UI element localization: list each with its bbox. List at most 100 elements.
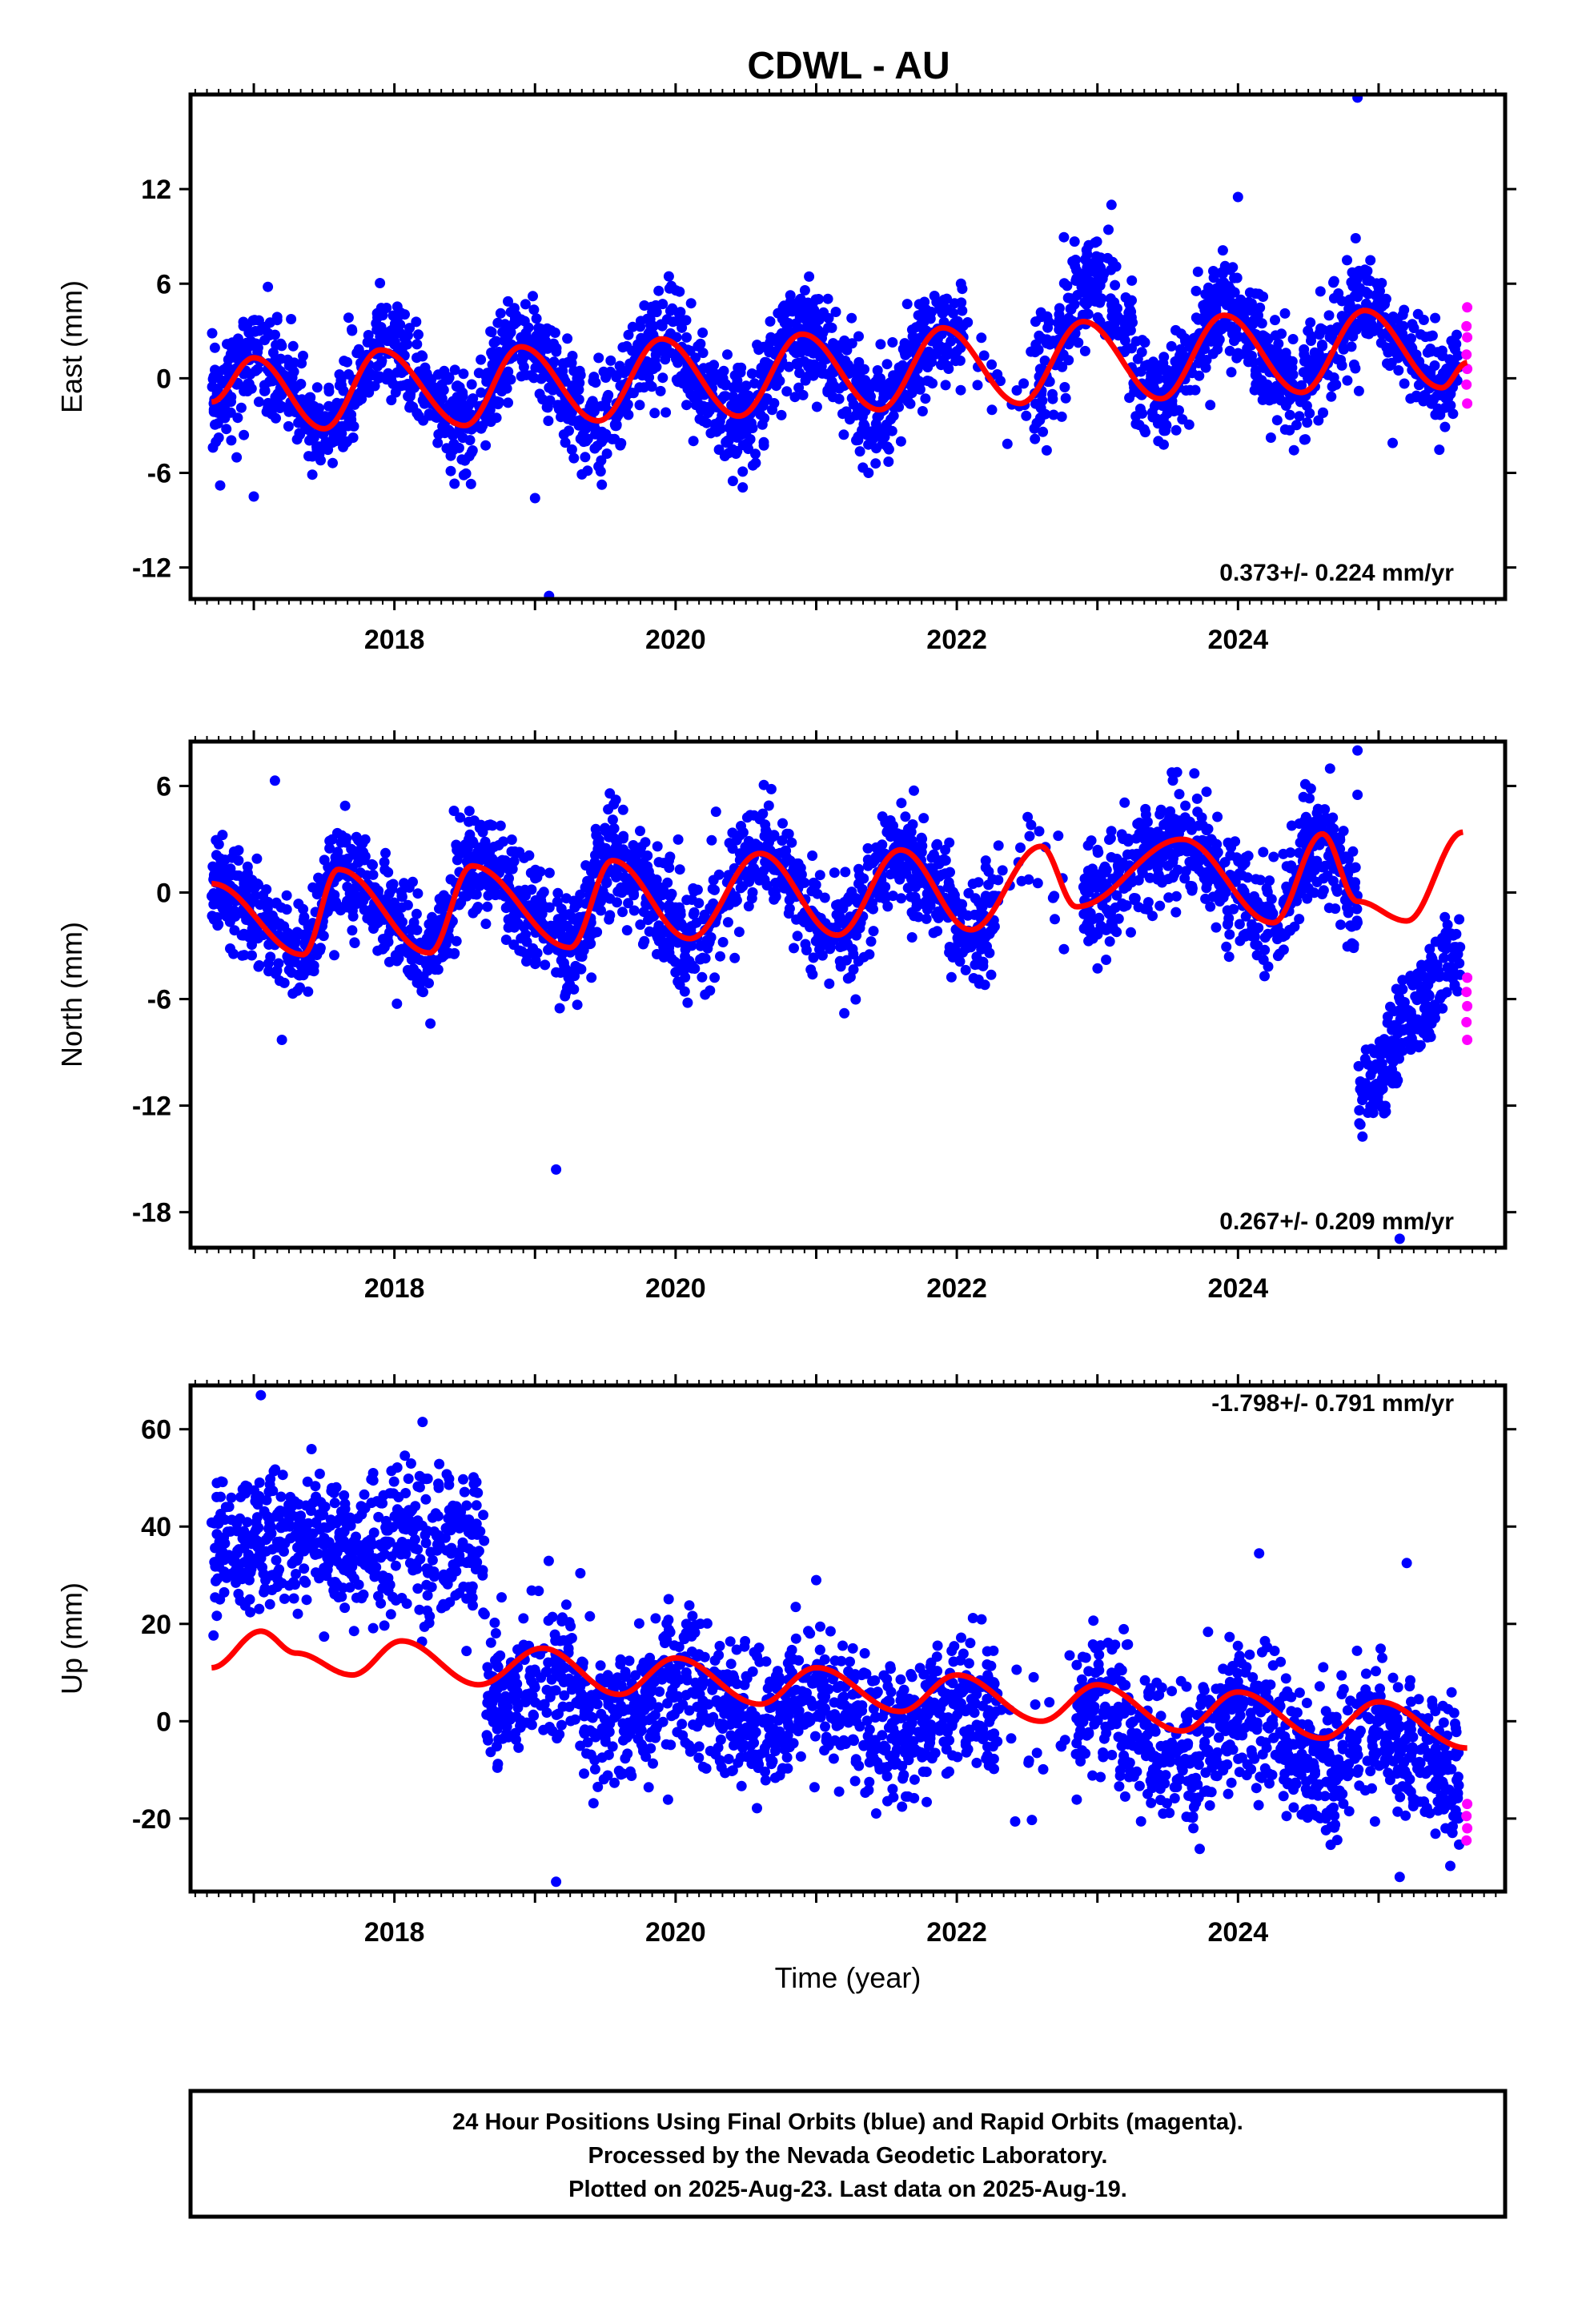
data-point (1110, 279, 1121, 291)
data-point (466, 887, 477, 898)
data-point (760, 819, 771, 830)
data-point (635, 919, 646, 931)
y-axis-label: East (mm) (55, 280, 88, 413)
data-point (304, 392, 315, 404)
data-point (271, 312, 283, 323)
data-point (582, 465, 593, 476)
data-point (493, 347, 504, 357)
data-point (1207, 348, 1219, 360)
data-point (1093, 280, 1104, 292)
data-point (1300, 434, 1311, 445)
data-point (1204, 291, 1215, 302)
data-point (534, 388, 545, 400)
y-tick-label: 12 (141, 175, 171, 205)
data-point (210, 419, 220, 430)
data-point (283, 420, 294, 432)
data-point (379, 864, 391, 875)
data-point (1284, 424, 1295, 436)
data-point (339, 437, 351, 448)
data-point (556, 923, 567, 934)
data-point (498, 836, 509, 847)
data-point (207, 442, 219, 453)
data-point (1338, 343, 1349, 353)
data-point (218, 410, 228, 421)
data-point (1153, 869, 1164, 880)
data-point (1224, 929, 1235, 940)
data-point (1259, 331, 1270, 342)
data-point (532, 947, 543, 959)
data-point (789, 345, 800, 356)
data-point (1298, 367, 1309, 378)
data-point (604, 788, 616, 799)
data-point (674, 864, 685, 875)
data-point (774, 376, 785, 387)
data-point (1373, 287, 1384, 298)
data-point (954, 956, 966, 967)
data-point (1384, 360, 1395, 372)
data-point (917, 834, 928, 845)
data-point (1439, 421, 1451, 432)
data-point (507, 863, 518, 875)
data-point (887, 891, 898, 902)
data-point (665, 305, 676, 316)
data-point (656, 890, 668, 901)
data-point (1223, 951, 1235, 963)
data-point (651, 929, 662, 940)
data-point (361, 870, 372, 881)
data-point (520, 884, 531, 895)
data-point (1313, 415, 1324, 426)
x-tick-label: 2020 (645, 625, 706, 655)
data-point (653, 857, 665, 868)
data-point (689, 886, 700, 897)
data-point (207, 328, 218, 339)
data-point (928, 927, 939, 939)
data-point (548, 384, 559, 396)
data-point (375, 331, 386, 342)
data-point (393, 380, 404, 392)
data-point (408, 401, 419, 412)
data-point (1031, 417, 1042, 428)
data-point (1343, 304, 1355, 314)
data-point (422, 965, 433, 976)
data-point (710, 806, 721, 818)
data-point (673, 308, 685, 319)
outlier-point (1352, 94, 1363, 103)
data-point (777, 835, 788, 846)
data-point (761, 827, 773, 838)
data-point (1041, 444, 1052, 456)
data-point (948, 308, 958, 319)
data-point (927, 862, 938, 874)
data-point (1271, 415, 1283, 426)
data-point (1081, 255, 1092, 267)
data-point (1305, 317, 1316, 328)
data-point (616, 438, 627, 448)
data-point (462, 838, 473, 850)
data-point (834, 911, 845, 923)
data-point (888, 410, 899, 421)
data-point (249, 883, 260, 895)
data-point (727, 843, 738, 854)
data-point (427, 911, 438, 923)
data-point (966, 942, 977, 953)
data-point (214, 366, 225, 377)
data-point (789, 943, 799, 954)
data-point (866, 379, 877, 390)
data-point (336, 420, 347, 432)
data-point (897, 363, 909, 374)
data-point (1069, 236, 1080, 247)
data-point (875, 339, 886, 350)
data-point (486, 327, 497, 338)
data-point (768, 887, 779, 898)
data-point (688, 436, 699, 447)
data-point (781, 386, 793, 397)
data-point (881, 359, 893, 370)
data-point (239, 429, 250, 440)
data-point (380, 847, 391, 858)
data-point (1079, 345, 1090, 356)
data-point (273, 958, 284, 969)
data-point (706, 834, 717, 846)
data-point (955, 384, 966, 396)
data-point (1192, 266, 1203, 277)
data-point (744, 876, 755, 887)
